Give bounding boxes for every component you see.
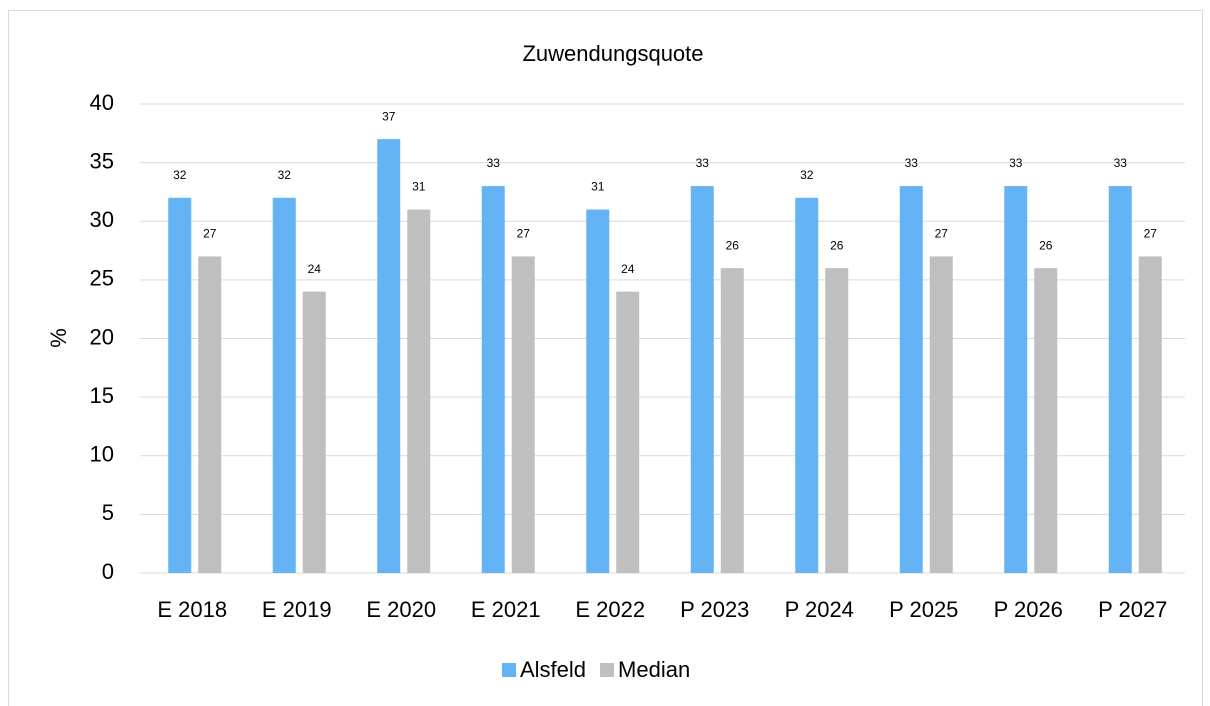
y-tick-label: 40	[90, 90, 114, 115]
data-label: 37	[382, 109, 396, 123]
bar	[272, 197, 296, 574]
data-label: 24	[308, 262, 322, 276]
y-tick-label: 0	[102, 559, 114, 584]
y-tick-label: 35	[90, 148, 114, 173]
bar	[1004, 186, 1028, 573]
bar	[168, 197, 192, 574]
x-tick-label: E 2020	[366, 597, 436, 622]
data-label: 26	[830, 238, 844, 252]
legend-swatch	[502, 663, 516, 677]
bar	[1034, 268, 1058, 573]
y-tick-label: 20	[90, 324, 114, 349]
bar	[616, 291, 640, 573]
data-label: 32	[173, 168, 187, 182]
bar	[929, 256, 953, 573]
y-tick-label: 10	[90, 442, 114, 467]
x-tick-label: E 2019	[262, 597, 332, 622]
data-label: 27	[517, 227, 531, 241]
bar	[302, 291, 326, 573]
bar	[1108, 186, 1132, 573]
bar	[481, 186, 505, 573]
bar	[1138, 256, 1162, 573]
chart-title: Zuwendungsquote	[522, 41, 703, 66]
data-label: 33	[905, 156, 919, 170]
data-label: 33	[487, 156, 501, 170]
x-tick-label: P 2024	[785, 597, 854, 622]
bar	[511, 256, 535, 573]
data-label: 27	[935, 227, 949, 241]
bar	[407, 209, 431, 573]
bar	[690, 186, 714, 573]
bar	[795, 197, 819, 574]
y-tick-label: 30	[90, 207, 114, 232]
bar	[377, 139, 401, 574]
x-tick-label: P 2025	[889, 597, 958, 622]
data-label: 24	[621, 262, 635, 276]
x-tick-label: P 2023	[680, 597, 749, 622]
legend-swatch	[600, 663, 615, 677]
y-tick-label: 25	[90, 266, 114, 291]
data-label: 27	[203, 227, 217, 241]
x-tick-label: P 2026	[994, 597, 1063, 622]
data-label: 26	[1039, 238, 1053, 252]
x-tick-label: E 2018	[157, 597, 227, 622]
y-tick-label: 15	[90, 383, 114, 408]
x-tick-label: E 2021	[471, 597, 541, 622]
data-label: 33	[696, 156, 710, 170]
data-label: 32	[800, 168, 814, 182]
x-tick-label: P 2027	[1098, 597, 1167, 622]
x-tick-label: E 2022	[575, 597, 645, 622]
data-label: 31	[412, 180, 426, 194]
data-label: 32	[278, 168, 292, 182]
data-label: 27	[1144, 227, 1158, 241]
y-axis-label: %	[46, 328, 71, 348]
data-label: 33	[1114, 156, 1128, 170]
data-label: 31	[591, 180, 605, 194]
chart-border	[8, 10, 1203, 706]
legend-label: Median	[618, 657, 690, 682]
bar	[198, 256, 222, 573]
bar	[825, 268, 849, 573]
bar	[899, 186, 923, 573]
bar	[720, 268, 744, 573]
y-tick-label: 5	[102, 500, 114, 525]
bar	[586, 209, 610, 573]
data-label: 26	[726, 238, 740, 252]
data-label: 33	[1009, 156, 1023, 170]
legend-label: Alsfeld	[520, 657, 586, 682]
